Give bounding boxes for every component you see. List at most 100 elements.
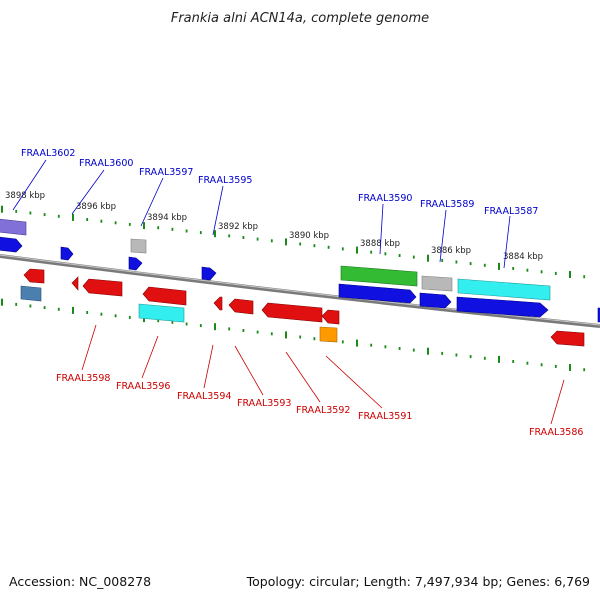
gene-label-FRAAL3594[interactable]: FRAAL3594 [177,391,231,402]
leader-line [141,335,159,379]
minor-tick [469,355,472,359]
minor-tick [228,234,231,238]
reverse-strand-genes [20,268,585,347]
major-tick [72,306,74,314]
minor-tick [412,255,415,259]
minor-tick [15,302,18,306]
gene-FRAAL3598b[interactable] [20,285,42,302]
gene-FRAAL3590[interactable] [340,265,418,287]
minor-tick [43,306,46,310]
major-tick [427,254,429,262]
kbp-label: 3890 kbp [289,231,329,241]
gene-label-FRAAL3592[interactable]: FRAAL3592 [296,405,350,416]
gene-label-FRAAL3593[interactable]: FRAAL3593 [237,398,291,409]
minor-tick [398,254,401,257]
gene-FRAAL3593[interactable] [228,298,254,315]
gene-FRAAL3592[interactable] [261,302,323,323]
gene-FRAAL3597b[interactable] [128,256,143,271]
minor-tick [554,364,557,368]
minor-tick [526,361,529,365]
gene-FRAAL3590b[interactable] [338,283,417,304]
leader-line [12,159,47,211]
major-tick [214,323,216,331]
gene-FRAAL3589[interactable] [421,275,453,292]
minor-tick [483,356,486,360]
gene-FRAAL3601[interactable] [0,236,23,253]
leader-line [140,177,164,227]
minor-tick [455,260,458,264]
minor-tick [512,267,515,270]
gene-FRAAL3594[interactable] [213,296,223,311]
forward-leader-lines [12,159,511,269]
minor-tick [554,271,557,275]
gene-label-FRAAL3602[interactable]: FRAAL3602 [21,148,75,159]
gene-FRAAL3599[interactable] [60,246,74,261]
kbp-label: 3884 kbp [503,252,543,262]
genome-backbone [0,254,600,328]
gene-FRAAL3591a[interactable] [321,309,340,325]
minor-tick [313,337,316,341]
major-tick [214,230,216,238]
gene-label-FRAAL3587[interactable]: FRAAL3587 [484,206,538,217]
minor-tick [441,351,444,355]
genome-backbone-highlight [0,254,600,326]
gene-label-FRAAL3596[interactable]: FRAAL3596 [116,381,170,392]
gene-FRAAL3587b[interactable] [456,296,549,318]
gene-FRAAL3587[interactable] [457,278,551,301]
gene-FRAAL3602[interactable] [0,218,27,236]
major-tick [285,331,287,339]
minor-tick [313,244,316,248]
major-tick [1,205,3,213]
gene-label-FRAAL3590[interactable]: FRAAL3590 [358,193,412,204]
major-tick [498,262,500,270]
minor-tick [483,263,486,267]
gene-FRAAL3598[interactable] [82,278,123,297]
major-tick [285,238,287,246]
gene-FRAAL3589b[interactable] [419,292,452,309]
minor-tick [86,311,89,314]
minor-tick [370,250,373,254]
gene-label-FRAAL3595[interactable]: FRAAL3595 [198,175,252,186]
minor-tick [412,348,415,352]
gene-FRAAL3595[interactable] [201,266,217,281]
minor-tick [469,262,472,266]
minor-tick [583,368,586,372]
gene-FRAAL3598a[interactable] [23,268,45,284]
minor-tick [526,268,529,272]
major-tick [72,213,74,221]
minor-tick [128,222,131,226]
minor-tick [199,231,202,235]
gene-FRAAL3591[interactable] [319,326,338,343]
gene-FRAAL3596a[interactable] [142,286,187,306]
minor-tick [157,226,160,230]
leader-line [285,351,321,403]
leader-line [203,344,214,389]
gene-label-FRAAL3600[interactable]: FRAAL3600 [79,158,133,169]
minor-tick [29,304,32,308]
outer-tick-track [1,205,586,279]
genome-summary-text: Topology: circular; Length: 7,497,934 bp… [246,574,590,589]
gene-label-FRAAL3586[interactable]: FRAAL3586 [529,427,583,438]
kbp-label: 3898 kbp [5,191,45,201]
gene-FRAAL3586[interactable] [550,330,585,347]
leader-line [439,209,447,263]
minor-tick [540,363,543,367]
kbp-label: 3894 kbp [147,213,187,223]
gene-FRAAL3598c[interactable] [71,276,79,291]
kbp-label: 3892 kbp [218,222,258,232]
gene-label-FRAAL3597[interactable]: FRAAL3597 [139,167,193,178]
gene-FRAAL3597[interactable] [130,238,147,254]
gene-label-FRAAL3589[interactable]: FRAAL3589 [420,199,474,210]
gene-FRAAL3596[interactable] [138,303,185,323]
minor-tick [242,329,245,332]
gene-label-FRAAL3598[interactable]: FRAAL3598 [56,373,110,384]
minor-tick [100,219,103,223]
minor-tick [512,360,515,363]
reverse-leader-lines [81,324,565,425]
kbp-label: 3886 kbp [431,246,471,256]
gene-label-FRAAL3591[interactable]: FRAAL3591 [358,411,412,422]
leader-line [503,215,511,269]
major-tick [498,355,500,363]
minor-tick [299,242,302,246]
forward-gene-labels: FRAAL3602 FRAAL3600 FRAAL3597 FRAAL3595 … [21,148,538,217]
